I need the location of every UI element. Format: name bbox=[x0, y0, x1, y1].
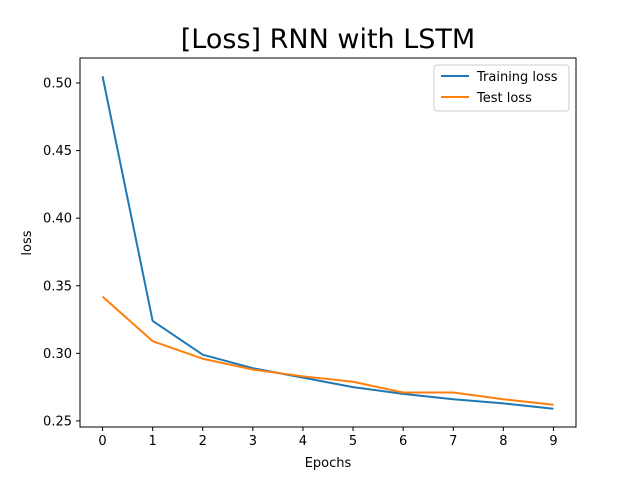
y-tick-label: 0.30 bbox=[43, 347, 72, 362]
y-tick-label: 0.35 bbox=[43, 279, 72, 294]
y-axis: 0.25 0.30 0.35 0.40 0.45 0.50 bbox=[43, 77, 80, 429]
legend-label-test-loss: Test loss bbox=[476, 91, 532, 106]
series-line-training-loss bbox=[101, 76, 554, 410]
legend-label-training-loss: Training loss bbox=[476, 70, 558, 85]
x-tick-label: 6 bbox=[399, 434, 407, 449]
x-tick-label: 8 bbox=[499, 434, 507, 449]
x-axis-label: Epochs bbox=[305, 456, 352, 471]
x-tick-label: 3 bbox=[249, 434, 257, 449]
x-tick-label: 1 bbox=[149, 434, 157, 449]
x-tick-label: 2 bbox=[199, 434, 207, 449]
y-tick-label: 0.25 bbox=[43, 414, 72, 429]
x-tick-label: 7 bbox=[449, 434, 457, 449]
series-line-test-loss bbox=[101, 295, 554, 406]
y-tick-label: 0.40 bbox=[43, 212, 72, 227]
axes-frame bbox=[79, 57, 577, 428]
x-tick-label: 9 bbox=[549, 434, 557, 449]
y-tick-label: 0.45 bbox=[43, 144, 72, 159]
x-axis: 0 1 2 3 4 5 6 7 8 9 bbox=[98, 427, 558, 449]
y-axis-label: loss bbox=[20, 230, 35, 255]
legend: Training loss Test loss bbox=[433, 64, 570, 112]
x-tick-label: 0 bbox=[98, 434, 106, 449]
x-tick-label: 5 bbox=[349, 434, 357, 449]
series-layer bbox=[101, 76, 554, 410]
x-tick-label: 4 bbox=[299, 434, 307, 449]
y-tick-label: 0.50 bbox=[43, 77, 72, 92]
chart-title: [Loss] RNN with LSTM bbox=[181, 24, 475, 55]
